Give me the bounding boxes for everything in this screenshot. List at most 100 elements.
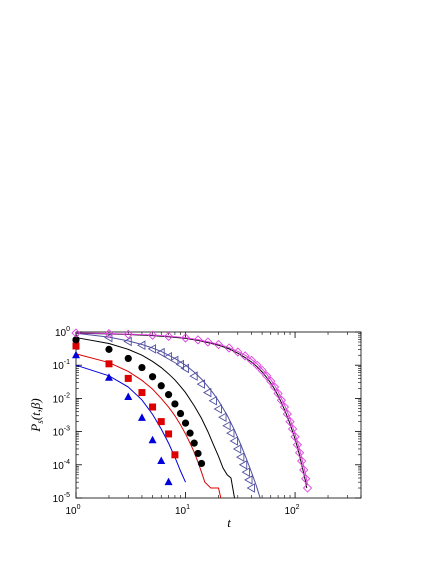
y-tick-label-0: 100 [55,326,70,339]
data-point-2-2 [124,354,132,363]
data-point-3-10 [196,379,205,389]
data-point-4-30 [302,483,313,493]
data-point-3-5 [163,351,173,362]
y-tick-label-2: 10-2 [53,392,70,405]
data-point-4-26 [294,448,305,458]
data-point-2-8 [176,409,185,418]
series-line-1 [75,353,222,499]
data-point-0-0 [72,350,80,359]
data-point-4-21 [282,409,292,419]
data-point-2-5 [157,382,165,390]
data-point-4-28 [299,465,309,475]
data-point-3-17 [229,436,238,446]
data-point-4-14 [257,365,267,375]
data-point-4-11 [240,351,250,361]
data-point-3-20 [238,460,248,470]
data-point-0-1 [104,373,113,381]
data-point-2-10 [186,429,194,437]
data-point-0-4 [148,435,157,444]
data-point-3-12 [208,395,217,406]
data-point-4-29 [301,474,311,484]
data-point-3-3 [147,344,157,354]
series-markers [71,328,313,493]
data-point-3-22 [244,475,253,485]
data-point-2-1 [105,345,113,353]
data-point-3-18 [232,444,242,454]
data-point-3-21 [241,467,250,477]
series-line-0 [75,364,186,483]
series-line-4 [75,332,308,489]
data-point-0-2 [124,392,133,401]
data-point-4-25 [292,440,303,450]
data-point-2-13 [197,459,206,468]
data-point-2-0 [72,336,80,344]
data-point-4-3 [147,330,158,340]
data-point-2-7 [171,400,179,408]
data-point-1-7 [171,451,179,459]
data-point-4-15 [261,371,272,381]
data-point-3-9 [189,371,198,381]
data-point-3-23 [246,483,255,493]
data-point-3-6 [170,355,179,366]
x-tick-label-2: 102 [285,504,300,517]
data-point-3-2 [137,340,146,350]
data-point-3-15 [222,420,231,431]
data-point-4-17 [269,382,280,392]
data-point-2-3 [138,363,146,372]
data-point-1-6 [165,430,173,438]
y-tick-label-3: 10-3 [53,426,70,439]
data-point-4-1 [104,329,114,339]
data-point-4-2 [123,329,133,339]
data-point-2-11 [190,439,198,447]
series-line-3 [75,332,261,499]
data-point-4-13 [252,360,262,370]
y-axis-label: Ps(t,β) [28,398,45,432]
y-tick-label-1: 10-1 [53,359,70,372]
data-point-4-16 [266,376,276,386]
data-point-4-10 [233,347,243,357]
data-point-1-0 [72,342,80,350]
data-point-4-20 [279,402,290,412]
data-point-4-7 [203,337,213,347]
data-point-4-8 [213,339,224,350]
data-point-4-6 [193,335,203,345]
y-tick-label-5: 10-5 [53,492,70,505]
data-point-4-9 [224,343,234,353]
plot-frame [75,331,362,499]
data-point-0-5 [157,456,166,465]
data-point-4-23 [287,424,298,434]
data-point-3-16 [226,428,235,438]
data-point-4-24 [290,432,300,442]
data-point-3-7 [175,359,184,370]
data-point-1-4 [149,403,157,411]
data-point-4-27 [297,456,307,466]
data-point-4-0 [71,328,81,338]
data-point-4-5 [180,333,191,343]
data-point-2-12 [194,449,202,458]
data-point-4-12 [246,355,257,365]
axis-ticks: 100 101 102 100 10-1 10-2 10-3 10-4 10-5 [53,326,362,517]
data-point-3-13 [213,404,222,414]
series-line-5 [75,332,309,485]
data-point-2-9 [181,419,190,427]
x-tick-label-0: 100 [65,504,80,517]
series-lines [75,332,309,499]
data-point-3-4 [156,347,165,358]
data-point-2-6 [164,391,173,399]
data-point-3-11 [202,387,212,398]
data-point-3-8 [180,363,189,374]
data-point-1-1 [105,360,113,368]
y-tick-label-4: 10-4 [53,459,70,472]
data-point-3-1 [123,336,132,347]
data-point-3-14 [218,412,227,423]
series-line-2 [75,337,236,499]
data-point-0-3 [137,413,146,421]
x-tick-label-1: 101 [175,504,190,517]
x-axis-label: t [227,515,231,530]
data-point-0-6 [164,477,173,486]
data-point-1-5 [157,418,165,426]
data-point-3-0 [104,332,113,343]
data-point-4-4 [163,331,174,341]
data-point-1-2 [124,374,132,382]
